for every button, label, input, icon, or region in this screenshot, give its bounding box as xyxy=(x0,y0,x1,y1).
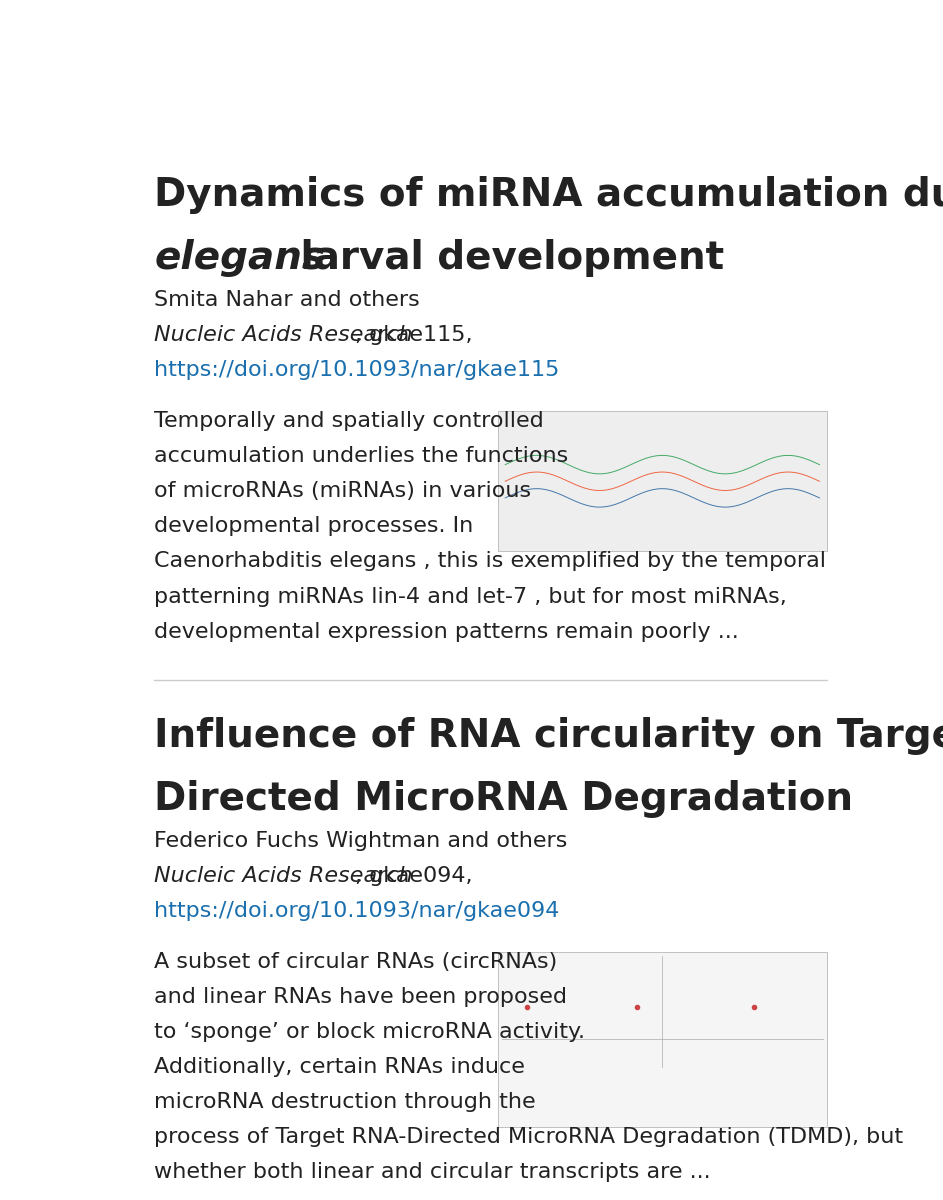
Text: Smita Nahar and others: Smita Nahar and others xyxy=(155,290,421,310)
Text: , gkae094,: , gkae094, xyxy=(355,865,472,886)
Text: Federico Fuchs Wightman and others: Federico Fuchs Wightman and others xyxy=(155,830,568,851)
Text: process of Target RNA-Directed MicroRNA Degradation (TDMD), but: process of Target RNA-Directed MicroRNA … xyxy=(155,1127,903,1147)
Text: accumulation underlies the functions: accumulation underlies the functions xyxy=(155,446,569,466)
Text: A subset of circular RNAs (circRNAs): A subset of circular RNAs (circRNAs) xyxy=(155,952,557,972)
Text: https://doi.org/10.1093/nar/gkae094: https://doi.org/10.1093/nar/gkae094 xyxy=(155,901,560,920)
Text: Additionally, certain RNAs induce: Additionally, certain RNAs induce xyxy=(155,1057,525,1076)
Text: larval development: larval development xyxy=(287,239,724,277)
Text: Nucleic Acids Research: Nucleic Acids Research xyxy=(155,865,413,886)
Bar xyxy=(498,952,827,1127)
Text: developmental processes. In: developmental processes. In xyxy=(155,516,473,536)
Text: of microRNAs (miRNAs) in various: of microRNAs (miRNAs) in various xyxy=(155,481,532,502)
Text: and linear RNAs have been proposed: and linear RNAs have been proposed xyxy=(155,986,568,1007)
Text: Nucleic Acids Research: Nucleic Acids Research xyxy=(155,325,413,346)
Text: whether both linear and circular transcripts are ...: whether both linear and circular transcr… xyxy=(155,1163,711,1182)
Text: Temporally and spatially controlled: Temporally and spatially controlled xyxy=(155,412,544,431)
Text: developmental expression patterns remain poorly ...: developmental expression patterns remain… xyxy=(155,622,739,642)
Text: patterning miRNAs lin-4 and let-7 , but for most miRNAs,: patterning miRNAs lin-4 and let-7 , but … xyxy=(155,587,787,606)
Text: microRNA destruction through the: microRNA destruction through the xyxy=(155,1092,536,1112)
Text: Directed MicroRNA Degradation: Directed MicroRNA Degradation xyxy=(155,780,853,817)
Text: elegans: elegans xyxy=(155,239,325,277)
Text: , gkae115,: , gkae115, xyxy=(355,325,472,346)
Text: Caenorhabditis elegans , this is exemplified by the temporal: Caenorhabditis elegans , this is exempli… xyxy=(155,552,826,571)
Text: to ‘sponge’ or block microRNA activity.: to ‘sponge’ or block microRNA activity. xyxy=(155,1022,586,1042)
Text: https://doi.org/10.1093/nar/gkae115: https://doi.org/10.1093/nar/gkae115 xyxy=(155,360,560,380)
Bar xyxy=(498,412,827,552)
Text: Dynamics of miRNA accumulation during C.: Dynamics of miRNA accumulation during C. xyxy=(155,176,943,215)
Text: Influence of RNA circularity on Target RNA–: Influence of RNA circularity on Target R… xyxy=(155,716,943,755)
